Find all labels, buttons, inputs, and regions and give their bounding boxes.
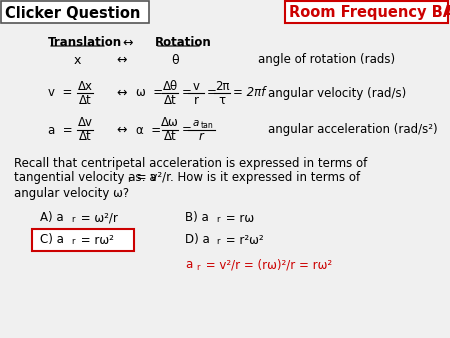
Text: = r²ω²: = r²ω² [222, 234, 264, 246]
Text: D) a: D) a [185, 234, 210, 246]
Text: ↔: ↔ [117, 123, 127, 137]
Text: a: a [185, 259, 192, 271]
Text: = v²/r = (rω)²/r = rω²: = v²/r = (rω)²/r = rω² [202, 259, 332, 271]
Bar [1, 1, 149, 23]
Text: angle of rotation (rads): angle of rotation (rads) [258, 53, 395, 67]
Text: = 2πf: = 2πf [233, 87, 266, 99]
Text: θ: θ [171, 53, 179, 67]
Text: Recall that centripetal acceleration is expressed in terms of: Recall that centripetal acceleration is … [14, 156, 367, 169]
Bar [32, 229, 134, 251]
Text: τ: τ [218, 94, 225, 106]
Text: Δω: Δω [161, 117, 179, 129]
Text: angular acceleration (rad/s²): angular acceleration (rad/s²) [268, 123, 437, 137]
Text: v: v [193, 79, 199, 93]
Bar [285, 1, 448, 23]
Text: r: r [216, 238, 220, 246]
Text: Δt: Δt [79, 94, 91, 106]
Text: = ω²/r: = ω²/r [77, 212, 118, 224]
Text: Δθ: Δθ [162, 79, 178, 93]
Text: Δt: Δt [79, 130, 91, 144]
Text: Δv: Δv [77, 117, 93, 129]
Text: =: = [207, 87, 217, 99]
Text: = rω: = rω [222, 212, 254, 224]
Text: x: x [73, 53, 81, 67]
Text: a  =: a = [48, 123, 72, 137]
Text: Clicker Question: Clicker Question [5, 5, 140, 21]
Text: = rω²: = rω² [77, 234, 114, 246]
Text: ↔: ↔ [117, 53, 127, 67]
Text: a: a [193, 118, 199, 128]
Text: α  =: α = [136, 123, 161, 137]
Text: Δt: Δt [164, 130, 176, 144]
Text: ↔: ↔ [122, 37, 132, 49]
Text: B) a: B) a [185, 212, 209, 224]
Text: A) a: A) a [40, 212, 63, 224]
Text: = v²/r. How is it expressed in terms of: = v²/r. How is it expressed in terms of [133, 171, 360, 185]
Text: Rotation: Rotation [155, 37, 212, 49]
Text: Room Frequency BA: Room Frequency BA [289, 5, 450, 21]
Text: r: r [216, 216, 220, 224]
Text: Δt: Δt [164, 94, 176, 106]
Text: r: r [71, 216, 75, 224]
Text: Δx: Δx [77, 79, 93, 93]
Text: r: r [71, 238, 75, 246]
Text: Translation: Translation [48, 37, 122, 49]
Text: C) a: C) a [40, 234, 64, 246]
Text: 2π: 2π [215, 79, 229, 93]
Text: angular velocity (rad/s): angular velocity (rad/s) [268, 87, 406, 99]
Text: r: r [196, 263, 199, 271]
Text: r: r [198, 130, 203, 144]
Text: r: r [194, 94, 198, 106]
Text: v  =: v = [48, 87, 72, 99]
Text: angular velocity ω?: angular velocity ω? [14, 187, 129, 199]
Text: ↔: ↔ [117, 87, 127, 99]
Text: =: = [182, 123, 192, 137]
Text: tan: tan [201, 121, 214, 129]
Text: =: = [182, 87, 192, 99]
Text: r: r [127, 175, 131, 185]
Text: tangential velocity as: a: tangential velocity as: a [14, 171, 157, 185]
Text: ω  =: ω = [136, 87, 163, 99]
